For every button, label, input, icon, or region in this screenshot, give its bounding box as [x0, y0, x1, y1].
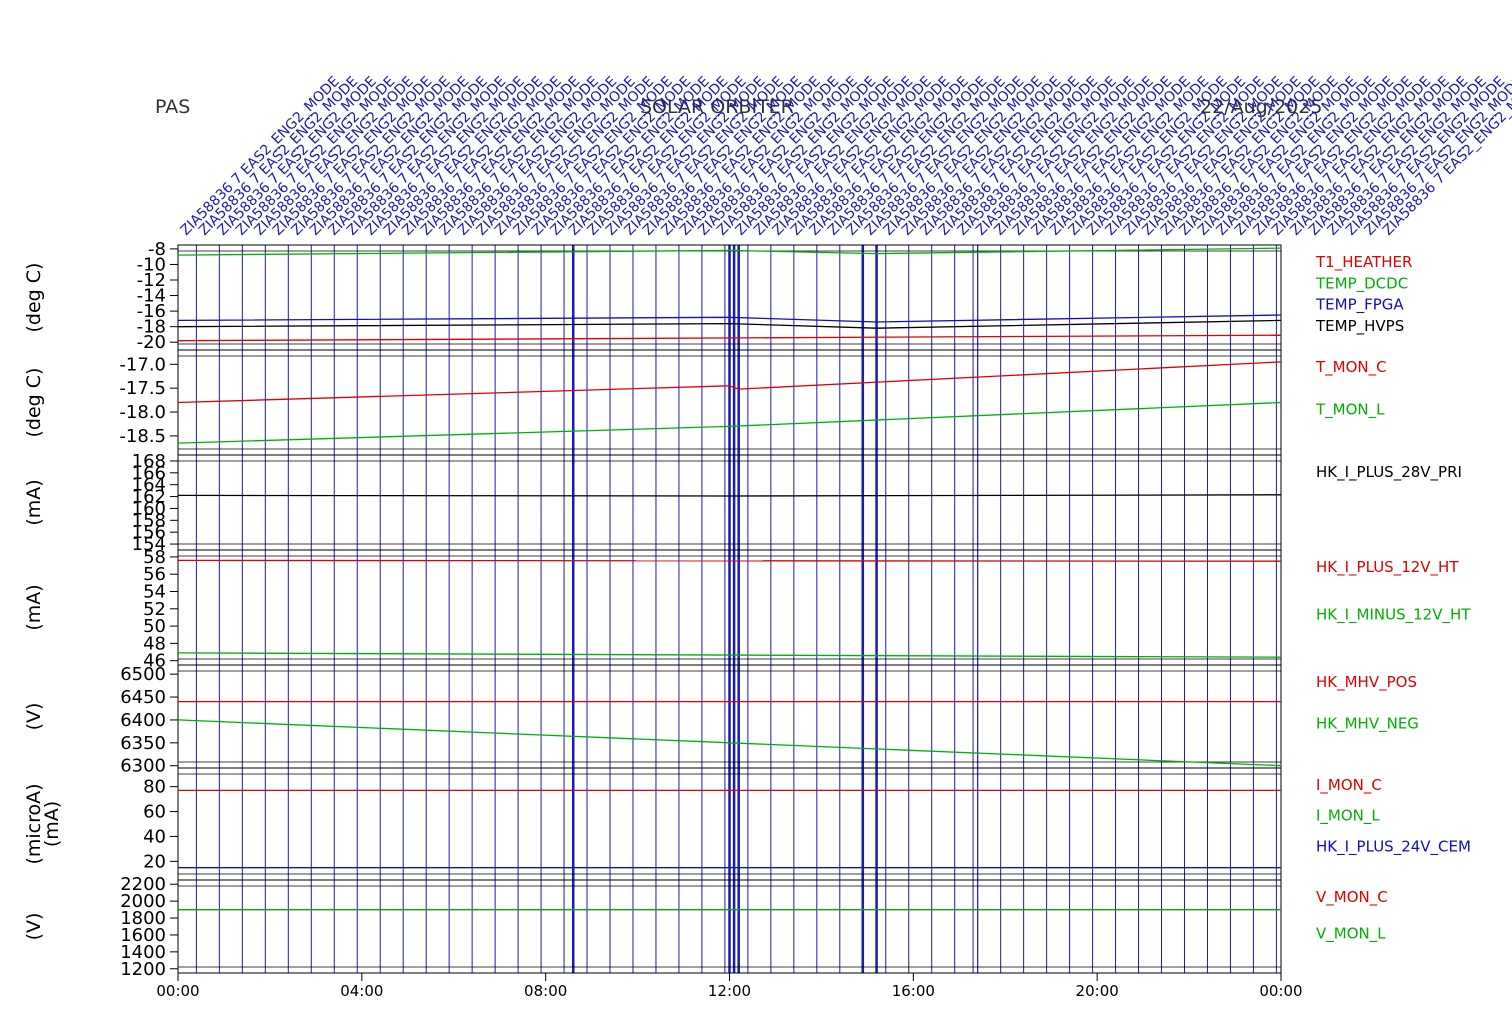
y-tick-label: -20 [137, 332, 166, 353]
y-tick-label: 164 [132, 475, 166, 496]
series-line [177, 719, 1282, 767]
y-tick-label: 6400 [120, 710, 166, 731]
y-tick-label: 52 [143, 599, 166, 620]
series-line [177, 652, 1282, 658]
y-axis-label: (deg C) [23, 263, 45, 333]
y-tick-label: 56 [143, 564, 166, 585]
y-tick-label: -18 [137, 317, 166, 338]
y-axis-label: (V) [23, 913, 45, 941]
series-legend-label: HK_MHV_NEG [1316, 715, 1419, 734]
y-tick-label: 46 [143, 651, 166, 672]
x-tick-label: 08:00 [524, 982, 567, 1000]
y-axis-label: (mA) [23, 479, 45, 525]
series-legend-label: TEMP_DCDC [1315, 274, 1408, 293]
series-legend-label: V_MON_L [1316, 925, 1386, 944]
x-tick-label: 04:00 [340, 982, 383, 1000]
y-tick-label: 6350 [120, 733, 166, 754]
y-tick-label: 6450 [120, 687, 166, 708]
y-tick-label: -17.0 [119, 354, 166, 375]
y-tick-label: 1200 [120, 959, 166, 980]
y-tick-label: -10 [137, 254, 166, 275]
x-tick-label: 20:00 [1076, 982, 1119, 1000]
y-tick-label: -18.0 [119, 402, 166, 423]
y-tick-label: 6300 [120, 756, 166, 777]
series-legend-label: I_MON_C [1316, 776, 1382, 795]
y-tick-label: 2200 [120, 874, 166, 895]
series-line [177, 361, 1282, 404]
series-legend-label: HK_I_MINUS_12V_HT [1316, 606, 1471, 625]
series-legend-label: HK_I_PLUS_24V_CEM [1316, 837, 1471, 856]
y-tick-label: 80 [143, 777, 166, 798]
series-legend-label: HK_MHV_POS [1316, 673, 1417, 692]
series-legend-label: I_MON_L [1316, 807, 1380, 826]
y-tick-label: 50 [143, 616, 166, 637]
x-tick-label: 12:00 [708, 982, 751, 1000]
series-line [177, 401, 1282, 444]
y-tick-label: 166 [132, 463, 166, 484]
y-tick-label: 20 [143, 851, 166, 872]
series-legend-label: TEMP_FPGA [1315, 296, 1404, 315]
series-legend-label: HK_I_PLUS_12V_HT [1316, 558, 1459, 577]
x-tick-label: 16:00 [892, 982, 935, 1000]
y-tick-label: -17.5 [119, 378, 166, 399]
series-legend-label: HK_I_PLUS_28V_PRI [1316, 463, 1462, 482]
series-line [177, 334, 1282, 342]
y-axis-label: (microA) [23, 783, 45, 864]
y-tick-label: 6500 [120, 664, 166, 685]
series-legend-label: V_MON_C [1316, 888, 1388, 907]
y-tick-label: 162 [132, 487, 166, 508]
y-tick-label: 168 [132, 451, 166, 472]
date-label: 22/Aug/2025 [1200, 96, 1323, 118]
y-tick-label: -18.5 [119, 426, 166, 447]
y-tick-label: 48 [143, 633, 166, 654]
series-legend-label: TEMP_HVPS [1315, 317, 1404, 336]
mission-label: SOLAR ORBITER [640, 96, 794, 118]
y-tick-label: 158 [132, 510, 166, 531]
x-tick-label: 00:00 [156, 982, 199, 1000]
y-tick-label: 160 [132, 498, 166, 519]
y-tick-label: -14 [137, 286, 166, 307]
y-tick-label: 54 [143, 582, 166, 603]
series-legend-label: T_MON_C [1315, 358, 1387, 377]
y-tick-label: 1800 [120, 908, 166, 929]
series-legend-label: T_MON_L [1315, 401, 1385, 420]
y-axis-label: (V) [23, 703, 45, 731]
y-tick-label: 60 [143, 802, 166, 823]
y-tick-label: -12 [137, 270, 166, 291]
y-tick-label: 58 [143, 547, 166, 568]
series-legend-label: T1_HEATHER [1315, 253, 1412, 272]
x-tick-label: 00:00 [1259, 982, 1302, 1000]
y-tick-label: -8 [148, 239, 166, 260]
y-tick-label: 40 [143, 826, 166, 847]
y-axis-label: (mA) [23, 584, 45, 630]
y-axis-label: (deg C) [23, 368, 45, 438]
instrument-label: PAS [155, 96, 191, 118]
y-tick-label: 156 [132, 522, 166, 543]
y-tick-label: -16 [137, 301, 166, 322]
y-tick-label: 1400 [120, 942, 166, 963]
series-line [177, 247, 1282, 256]
series-line [177, 494, 1282, 497]
series-line [177, 559, 1282, 562]
y-tick-label: 1600 [120, 925, 166, 946]
series-line [177, 319, 1282, 329]
y-axis-label: (mA) [41, 801, 63, 847]
series-line [177, 314, 1282, 323]
y-tick-label: 154 [132, 534, 166, 555]
y-tick-label: 2000 [120, 891, 166, 912]
